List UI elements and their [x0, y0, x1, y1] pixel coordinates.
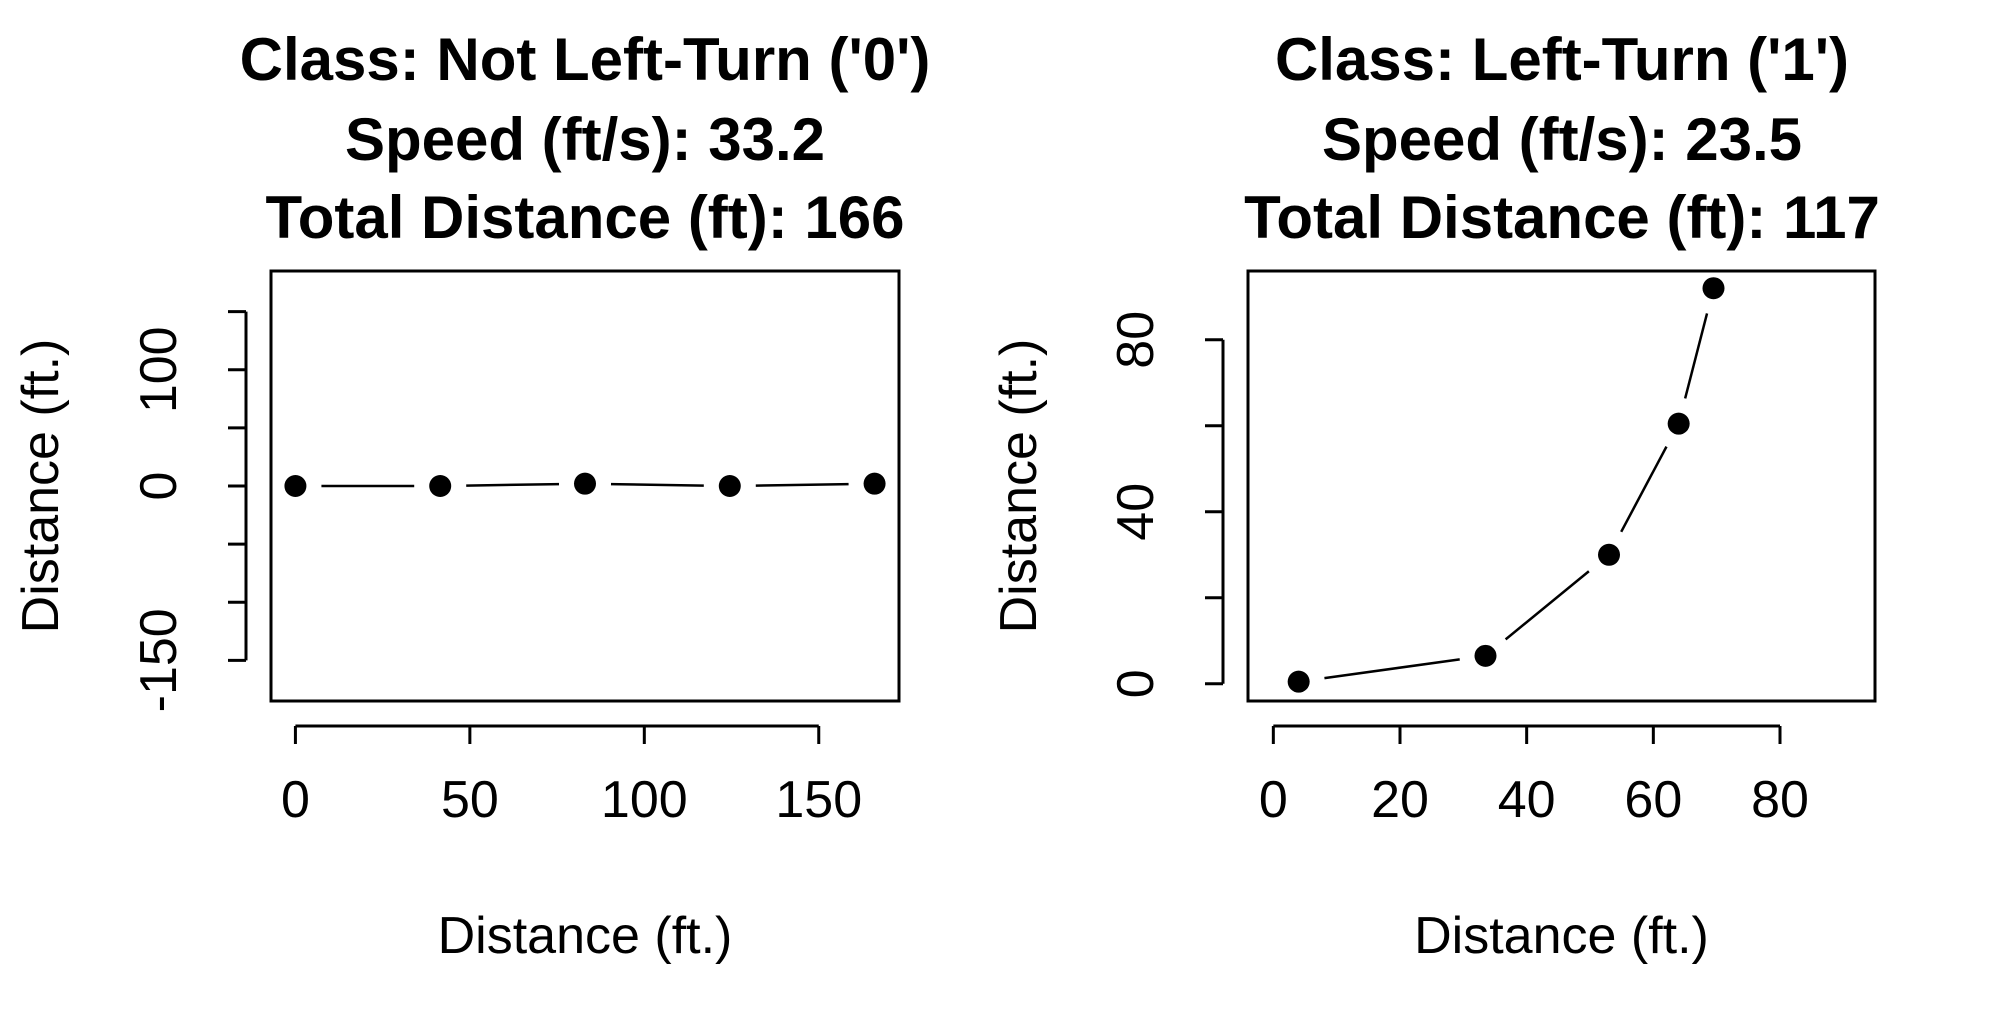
y-tick-label: 40 [1107, 483, 1165, 541]
series-line-segment [1683, 313, 1709, 399]
y-tick-label: -150 [130, 608, 188, 712]
x-tick-label: 60 [1624, 771, 1682, 829]
data-point [1287, 670, 1310, 693]
data-point [1702, 277, 1725, 300]
series-line-segment [755, 482, 849, 487]
y-tick-label: 0 [1107, 669, 1165, 698]
y-tick-label: 80 [1107, 311, 1165, 369]
x-tick-label: 50 [441, 771, 499, 829]
data-point [863, 472, 886, 495]
y-axis-label: Distance (ft.) [12, 339, 70, 634]
series-line-segment [1620, 446, 1668, 533]
data-point [284, 475, 307, 497]
series-line-segment [1504, 570, 1590, 641]
x-tick-label: 80 [1751, 771, 1809, 829]
data-point [429, 475, 452, 497]
chart-title-line-2: Speed (ft/s): 33.2 [345, 106, 825, 173]
data-point [718, 475, 741, 497]
x-tick-label: 20 [1371, 771, 1429, 829]
series-line-segment [610, 482, 704, 487]
data-point [1598, 543, 1620, 566]
plot-frame [1246, 269, 1877, 703]
chart-title-line-1: Class: Left-Turn ('1') [1275, 26, 1849, 93]
x-tick-label: 0 [281, 771, 310, 829]
data-point [1667, 412, 1690, 435]
x-axis-label: Distance (ft.) [1414, 907, 1709, 965]
data-point [1474, 644, 1497, 667]
chart-title-line-1: Class: Not Left-Turn ('0') [240, 26, 931, 93]
x-tick-label: 100 [601, 771, 688, 829]
data-point [574, 472, 596, 495]
series-line-segment [466, 482, 560, 487]
y-axis-label: Distance (ft.) [990, 339, 1048, 634]
panel-not-left-turn: Class: Not Left-Turn ('0') Speed (ft/s): … [12, 26, 930, 965]
x-tick-label: 0 [1259, 771, 1288, 829]
y-tick-label: 100 [130, 326, 188, 413]
plot-frame [269, 269, 901, 703]
y-tick-label: 0 [130, 472, 188, 501]
chart-title-line-3: Total Distance (ft): 117 [1244, 184, 1880, 251]
x-axis-label: Distance (ft.) [438, 907, 733, 965]
series-line-segment [1324, 658, 1460, 680]
panel-left-turn: Class: Left-Turn ('1') Speed (ft/s): 23.5… [990, 26, 1880, 965]
chart-title-line-2: Speed (ft/s): 23.5 [1322, 106, 1802, 173]
x-tick-label: 150 [775, 771, 862, 829]
x-tick-label: 40 [1498, 771, 1556, 829]
chart-title-line-3: Total Distance (ft): 166 [266, 184, 905, 251]
